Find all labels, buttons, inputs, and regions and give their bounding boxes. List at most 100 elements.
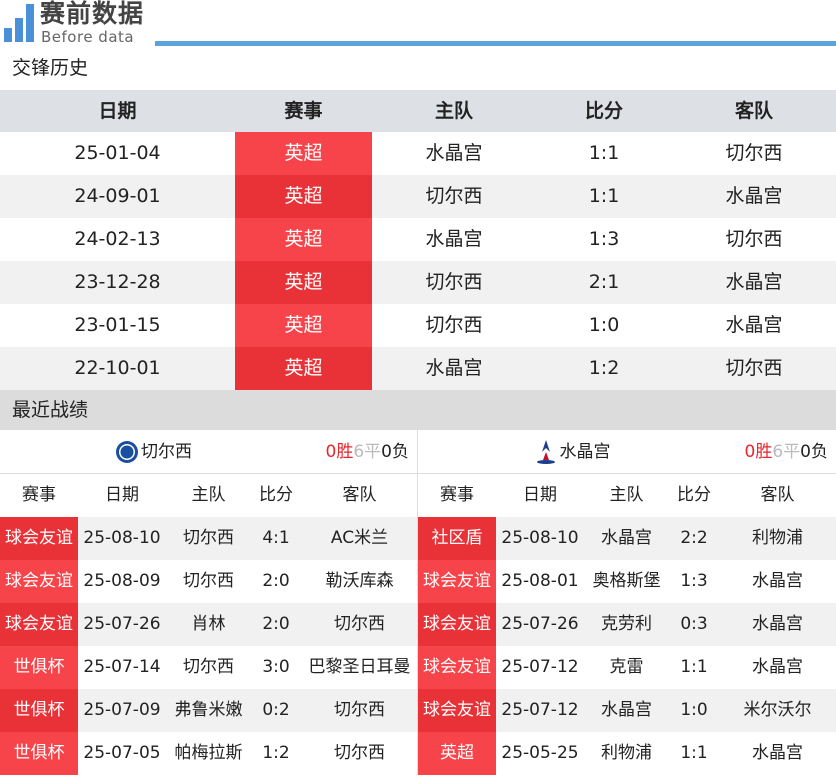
header-away: 客队: [760, 485, 795, 505]
cell-home: 水晶宫: [601, 528, 652, 548]
cell-away: 勒沃库森: [325, 571, 394, 591]
cell-away: 水晶宫: [752, 657, 803, 677]
team-header: 水晶宫 0胜6平0负: [418, 430, 836, 474]
cell-away: 切尔西: [725, 228, 783, 250]
table-row[interactable]: 球会友谊 25-07-12 水晶宫 1:0 米尔沃尔: [418, 689, 836, 732]
table-row[interactable]: 23-12-28 英超 切尔西 2:1 水晶宫: [0, 261, 836, 304]
cell-away: 巴黎圣日耳曼: [308, 657, 411, 677]
cell-away: 水晶宫: [752, 743, 803, 763]
header-competition: 赛事: [440, 485, 474, 505]
cell-date: 23-01-15: [74, 314, 161, 336]
cell-score: 1:3: [680, 571, 708, 591]
header-competition: 赛事: [22, 485, 56, 505]
cell-home: 切尔西: [183, 528, 234, 548]
table-row[interactable]: 世俱杯 25-07-05 帕梅拉斯 1:2 切尔西: [0, 732, 417, 775]
cell-home: 肖林: [191, 614, 226, 634]
table-row[interactable]: 25-01-04 英超 水晶宫 1:1 切尔西: [0, 132, 836, 175]
table-row[interactable]: 球会友谊 25-08-10 切尔西 4:1 AC米兰: [0, 517, 417, 560]
team-name[interactable]: 水晶宫: [559, 442, 611, 462]
cell-date: 25-08-10: [501, 528, 579, 548]
team-header: 切尔西 0胜6平0负: [0, 430, 417, 474]
cell-date: 25-07-26: [83, 614, 161, 634]
logo-title: 赛前数据: [40, 0, 145, 28]
header-away: 客队: [342, 485, 377, 505]
h2h-header-row: 日期 赛事 主队 比分 客队: [0, 90, 836, 132]
table-row[interactable]: 球会友谊 25-07-26 克劳利 0:3 水晶宫: [418, 603, 836, 646]
table-row[interactable]: 世俱杯 25-07-09 弗鲁米嫩 0:2 切尔西: [0, 689, 417, 732]
table-row[interactable]: 22-10-01 英超 水晶宫 1:2 切尔西: [0, 347, 836, 390]
cell-home: 帕梅拉斯: [174, 743, 243, 763]
cell-home: 水晶宫: [425, 142, 483, 164]
cell-competition: 英超: [235, 261, 372, 304]
cell-score: 1:0: [680, 700, 708, 720]
cell-date: 22-10-01: [74, 357, 161, 379]
cell-home: 弗鲁米嫩: [174, 700, 243, 720]
table-row[interactable]: 球会友谊 25-07-12 克雷 1:1 水晶宫: [418, 646, 836, 689]
cell-away: 水晶宫: [752, 571, 803, 591]
cell-competition: 英超: [235, 347, 372, 390]
cell-home: 利物浦: [601, 743, 652, 763]
record: 0胜6平0负: [309, 430, 409, 474]
cell-score: 1:0: [588, 314, 620, 336]
cell-date: 25-08-01: [501, 571, 579, 591]
table-row[interactable]: 球会友谊 25-07-26 肖林 2:0 切尔西: [0, 603, 417, 646]
cell-away: 利物浦: [752, 528, 803, 548]
cell-date: 25-07-26: [501, 614, 579, 634]
cell-score: 2:0: [262, 571, 290, 591]
cell-date: 25-08-09: [83, 571, 161, 591]
table-row[interactable]: 23-01-15 英超 切尔西 1:0 水晶宫: [0, 304, 836, 347]
cell-home: 奥格斯堡: [592, 571, 661, 591]
recent-header-row: 赛事 日期 主队 比分 客队: [418, 474, 836, 517]
cell-home: 切尔西: [425, 271, 483, 293]
cell-competition: 英超: [418, 732, 496, 775]
wins: 0胜: [744, 442, 773, 462]
table-row[interactable]: 英超 25-05-25 利物浦 1:1 水晶宫: [418, 732, 836, 775]
recent-form: 切尔西 0胜6平0负 赛事 日期 主队 比分 客队 球会友谊 25-08-10 切尔西 4:1 AC米…: [0, 430, 836, 775]
draws: 6平: [772, 442, 801, 462]
table-row[interactable]: 社区盾 25-08-10 水晶宫 2:2 利物浦: [418, 517, 836, 560]
table-row[interactable]: 世俱杯 25-07-14 切尔西 3:0 巴黎圣日耳曼: [0, 646, 417, 689]
cell-competition: 球会友谊: [418, 689, 496, 732]
header-home: 主队: [434, 100, 473, 122]
chelsea-badge-icon: [116, 441, 138, 463]
cell-away: 切尔西: [725, 142, 783, 164]
cell-competition: 英超: [235, 304, 372, 347]
table-row[interactable]: 24-02-13 英超 水晶宫 1:3 切尔西: [0, 218, 836, 261]
cell-away: 米尔沃尔: [743, 700, 812, 720]
cell-away: 切尔西: [334, 743, 385, 763]
table-row[interactable]: 球会友谊 25-08-01 奥格斯堡 1:3 水晶宫: [418, 560, 836, 603]
cell-score: 3:0: [262, 657, 290, 677]
cell-score: 1:1: [588, 185, 620, 207]
losses: 0负: [800, 442, 828, 462]
header-divider: [155, 41, 836, 46]
h2h-title: 交锋历史: [0, 48, 836, 90]
cell-competition: 球会友谊: [0, 603, 78, 646]
cell-home: 切尔西: [183, 657, 234, 677]
team-name[interactable]: 切尔西: [141, 442, 192, 462]
header-score: 比分: [259, 485, 293, 505]
cell-competition: 球会友谊: [418, 560, 496, 603]
header-competition: 赛事: [284, 100, 323, 122]
cell-home: 切尔西: [183, 571, 234, 591]
cell-competition: 球会友谊: [0, 517, 78, 560]
cell-date: 25-07-14: [83, 657, 161, 677]
h2h-table: 日期 赛事 主队 比分 客队 25-01-04 英超 水晶宫 1:1 切尔西 24-09-01 英超切…: [0, 90, 836, 390]
team-panel: 水晶宫 0胜6平0负 赛事 日期 主队 比分 客队 社区盾 25-08-10 水晶宫 2:2 利物浦球…: [418, 430, 836, 775]
cell-score: 2:1: [588, 271, 620, 293]
cell-away: 水晶宫: [725, 271, 783, 293]
recent-title: 最近战绩: [0, 390, 836, 430]
cell-away: 水晶宫: [725, 314, 783, 336]
cell-home: 水晶宫: [601, 700, 652, 720]
cell-date: 25-07-12: [501, 700, 579, 720]
cell-date: 25-07-09: [83, 700, 161, 720]
cell-competition: 英超: [235, 132, 372, 175]
cell-score: 4:1: [262, 528, 290, 548]
header-date: 日期: [523, 485, 557, 505]
cell-score: 1:2: [262, 743, 290, 763]
draws: 6平: [353, 442, 382, 462]
cell-competition: 英超: [235, 175, 372, 218]
header-away: 客队: [734, 100, 773, 122]
header-home: 主队: [191, 485, 226, 505]
table-row[interactable]: 球会友谊 25-08-09 切尔西 2:0 勒沃库森: [0, 560, 417, 603]
table-row[interactable]: 24-09-01 英超 切尔西 1:1 水晶宫: [0, 175, 836, 218]
